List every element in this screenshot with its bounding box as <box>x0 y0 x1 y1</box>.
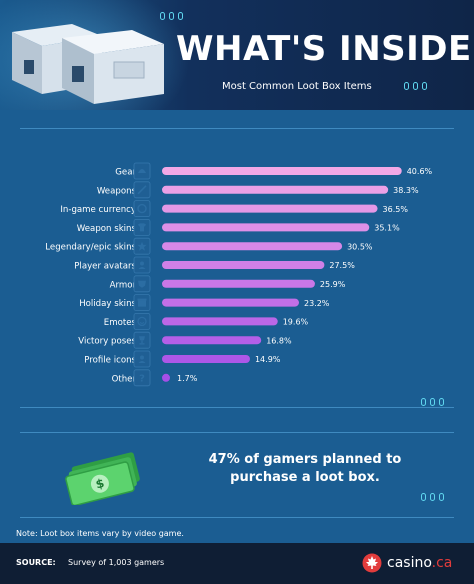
chart-row: Gear 40.6% <box>115 162 433 180</box>
value-label: 1.7% <box>177 374 198 383</box>
smile-icon <box>133 312 151 330</box>
category-label: Legendary/epic skins <box>45 243 136 253</box>
footer-bar: SOURCE: Survey of 1,003 gamers casino.ca <box>0 543 474 584</box>
chart-row: Victory poses 16.8% <box>78 331 292 349</box>
category-label: Holiday skins <box>79 299 136 309</box>
decor-dots-top <box>160 12 183 20</box>
promo-panel: $ 47% of gamers planned to purchase a lo… <box>20 432 454 518</box>
value-label: 27.5% <box>329 261 355 270</box>
question-icon: ? <box>133 369 151 387</box>
bar <box>162 204 378 213</box>
chart-row: Weapon skins 35.1% <box>77 219 400 236</box>
header-banner: WHAT'S INSIDE? Most Common Loot Box Item… <box>0 0 474 110</box>
source-label: SOURCE: <box>16 558 56 567</box>
page-subtitle: Most Common Loot Box Items <box>222 81 372 92</box>
chart-row: Other? 1.7% <box>112 369 198 387</box>
bar <box>162 298 299 307</box>
decor-dots-middle <box>421 398 444 406</box>
avatar-icon <box>133 256 151 274</box>
bar <box>162 317 278 326</box>
chart-row: Profile icons 14.9% <box>84 350 281 368</box>
decor-dots-lower <box>421 493 444 501</box>
footnote: Note: Loot box items vary by video game. <box>16 529 184 538</box>
bar <box>162 167 402 175</box>
value-label: 23.2% <box>304 299 330 308</box>
category-label: In-game currency <box>60 205 136 215</box>
sword-icon <box>133 181 151 199</box>
bar <box>162 355 250 363</box>
svg-text:$: $ <box>94 476 105 492</box>
chart-row: In-game currency 36.5% <box>60 200 409 217</box>
chart-panel: Gear 40.6% Weapons 38.3% In-game currency 36.… <box>20 128 454 408</box>
chart-row: Weapons 38.3% <box>97 181 419 199</box>
value-label: 16.8% <box>266 336 292 345</box>
armor-icon <box>133 275 151 293</box>
chart-row: Legendary/epic skins 30.5% <box>45 237 373 255</box>
loot-box-illustration <box>12 24 164 104</box>
trophy-icon <box>133 331 151 349</box>
chart-row: Armor 25.9% <box>110 275 346 293</box>
brand-name: casino <box>387 555 432 571</box>
value-label: 14.9% <box>255 355 281 364</box>
helmet-icon <box>133 162 151 180</box>
source-text: Survey of 1,003 gamers <box>68 558 165 567</box>
brand-logo[interactable]: casino.ca <box>362 553 452 573</box>
bar <box>162 223 370 232</box>
category-label: Victory poses <box>78 337 136 347</box>
page-title: WHAT'S INSIDE? <box>176 29 474 69</box>
value-label: 38.3% <box>393 186 419 195</box>
category-label: Weapon skins <box>77 224 137 234</box>
coin-icon <box>133 200 151 217</box>
category-label: Emotes <box>104 318 137 328</box>
category-label: Gear <box>115 168 136 178</box>
value-label: 30.5% <box>347 242 373 251</box>
value-label: 35.1% <box>374 224 400 233</box>
maple-leaf-icon <box>362 553 382 573</box>
value-label: 19.6% <box>283 318 309 327</box>
chart-row: Player avatars 27.5% <box>74 256 355 274</box>
bar <box>162 373 170 382</box>
category-label: Profile icons <box>84 356 136 366</box>
value-label: 36.5% <box>383 205 409 214</box>
category-label: Other <box>112 374 137 384</box>
star-icon <box>133 237 151 255</box>
shirt-icon <box>133 219 151 236</box>
brand-tld: .ca <box>431 555 453 571</box>
chart-row: Holiday skins 23.2% <box>79 294 330 312</box>
value-label: 25.9% <box>320 280 346 289</box>
profile-icon <box>133 350 151 368</box>
promo-stat-text: 47% of gamers planned to purchase a loot… <box>208 452 402 485</box>
bar <box>162 261 325 269</box>
category-label: Armor <box>110 280 137 290</box>
category-label: Player avatars <box>74 262 136 272</box>
decor-dots-subtitle <box>404 82 427 90</box>
cash-icon: $ <box>65 452 140 505</box>
gift-icon <box>133 294 151 312</box>
bar <box>162 185 389 194</box>
bar <box>162 336 262 345</box>
loot-box-front <box>62 30 164 104</box>
chart-row: Emotes 19.6% <box>104 312 309 330</box>
bar <box>162 279 315 288</box>
bar <box>162 242 343 251</box>
value-label: 40.6% <box>407 167 433 176</box>
category-label: Weapons <box>97 186 137 196</box>
svg-text:?: ? <box>139 373 145 384</box>
loot-box-bar-chart: Gear 40.6% Weapons 38.3% In-game currency 36.… <box>45 162 433 387</box>
